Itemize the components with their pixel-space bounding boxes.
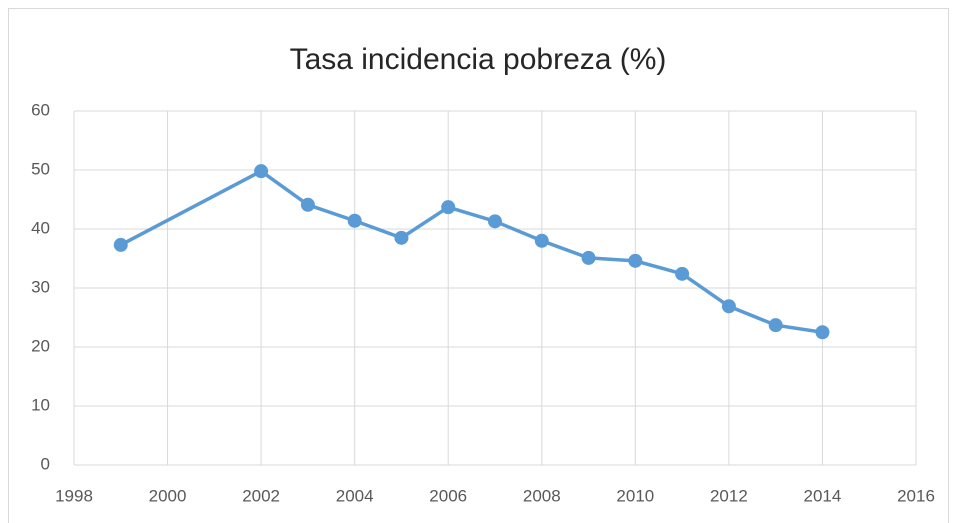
chart-border	[8, 8, 949, 523]
x-tick-label: 2016	[897, 486, 935, 505]
y-tick-label: 60	[31, 100, 50, 119]
data-point	[815, 325, 830, 340]
x-tick-label: 2000	[149, 486, 187, 505]
data-point	[441, 200, 456, 215]
x-tick-label: 1998	[55, 486, 93, 505]
y-tick-label: 20	[31, 336, 50, 355]
y-tick-label: 50	[31, 159, 50, 178]
y-tick-label: 0	[41, 454, 50, 473]
x-tick-label: 2014	[804, 486, 842, 505]
x-tick-label: 2004	[336, 486, 374, 505]
data-point	[394, 230, 409, 245]
data-point	[768, 318, 783, 333]
x-tick-label: 2008	[523, 486, 561, 505]
data-point	[488, 214, 502, 229]
data-point	[113, 237, 128, 252]
chart-title: Tasa incidencia pobreza (%)	[290, 43, 667, 76]
x-tick-label: 2010	[616, 486, 654, 505]
x-tick-label: 2012	[710, 486, 748, 505]
data-point	[347, 213, 362, 228]
data-point	[534, 233, 549, 248]
y-tick-label: 40	[31, 218, 50, 237]
y-tick-label: 10	[31, 395, 50, 414]
y-tick-label: 30	[31, 277, 50, 296]
x-tick-label: 2006	[429, 486, 467, 505]
data-point	[628, 253, 643, 268]
data-point	[721, 299, 736, 314]
data-point	[300, 197, 315, 212]
data-line	[119, 169, 823, 334]
data-point	[675, 266, 690, 281]
data-point	[254, 164, 269, 179]
x-tick-label: 2002	[242, 486, 280, 505]
data-point	[581, 250, 596, 265]
